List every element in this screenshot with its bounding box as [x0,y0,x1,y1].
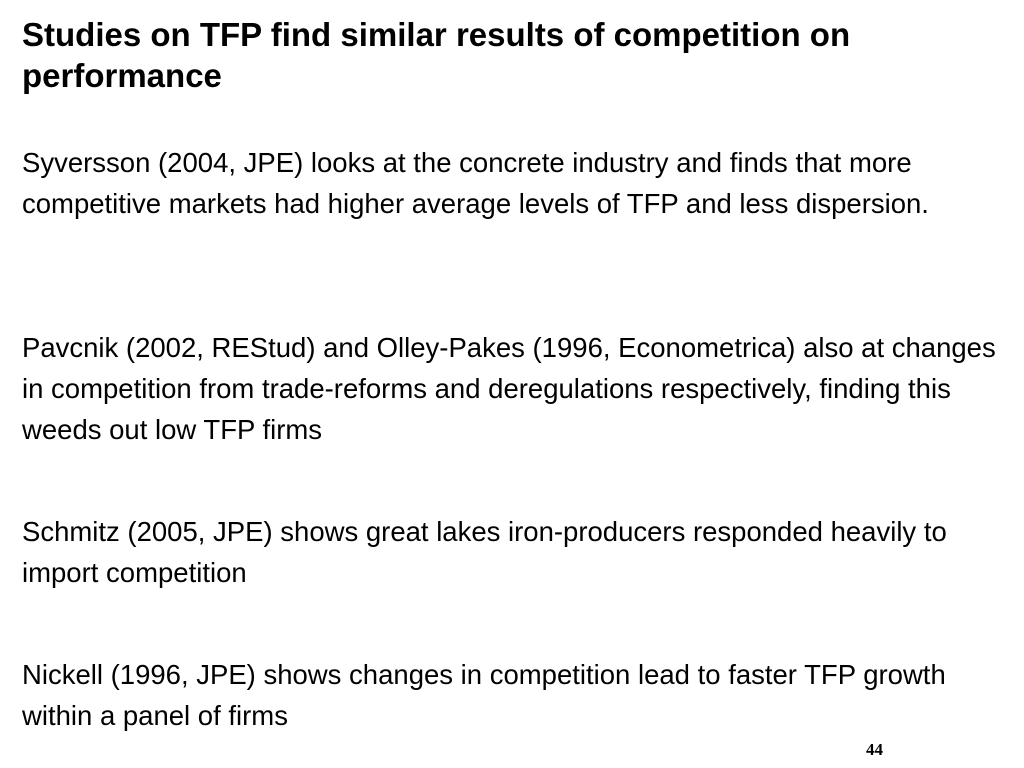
paragraph-pavcnik-olley-pakes: Pavcnik (2002, REStud) and Olley-Pakes (… [22,332,996,445]
page-number: 44 [866,740,883,759]
paragraph-schmitz: Schmitz (2005, JPE) shows great lakes ir… [22,516,947,588]
slide-title: Studies on TFP find similar results of c… [22,16,851,94]
paragraph-syversson: Syversson (2004, JPE) looks at the concr… [22,147,929,219]
paragraph-nickell: Nickell (1996, JPE) shows changes in com… [22,659,946,731]
